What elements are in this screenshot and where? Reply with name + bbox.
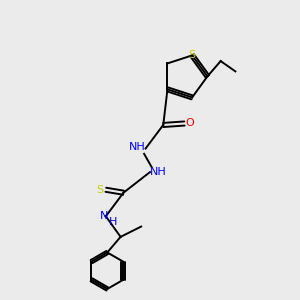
Text: NH: NH bbox=[129, 142, 146, 152]
Text: O: O bbox=[185, 118, 194, 128]
Text: NH: NH bbox=[150, 167, 166, 177]
Text: S: S bbox=[96, 185, 103, 195]
Text: N: N bbox=[100, 211, 109, 221]
Text: S: S bbox=[189, 50, 196, 60]
Text: H: H bbox=[109, 217, 117, 226]
